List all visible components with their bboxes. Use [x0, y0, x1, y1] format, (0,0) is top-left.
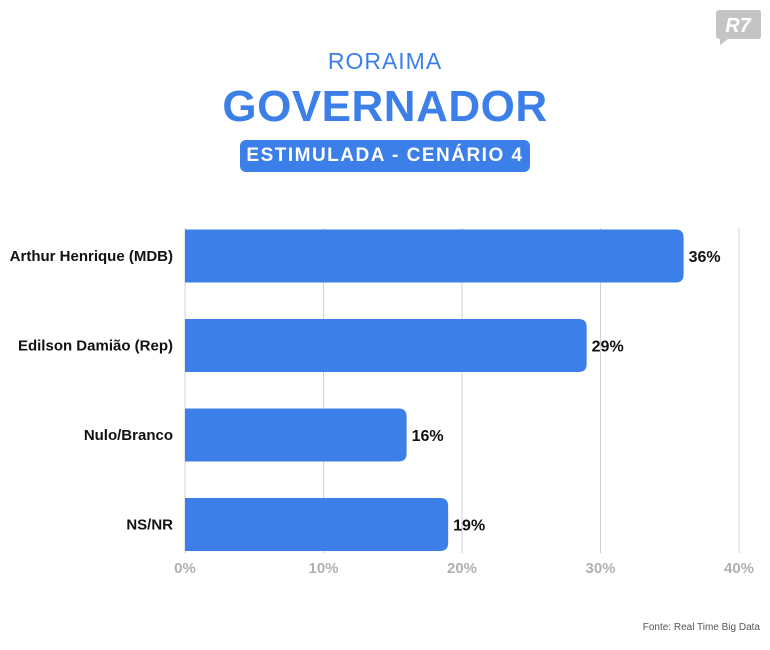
x-tick-label-0: 0% [174, 560, 196, 577]
source-note: Fonte: Real Time Big Data [642, 622, 760, 633]
x-tick-label-1: 10% [308, 560, 338, 577]
logo-text: R7 [725, 15, 751, 37]
category-label-0: Arthur Henrique (MDB) [10, 248, 173, 265]
x-tick-label-2: 20% [447, 560, 477, 577]
x-tick-label-3: 30% [585, 560, 615, 577]
bar-2 [185, 408, 407, 462]
scenario-badge: ESTIMULADA - CENÁRIO 4 [240, 140, 530, 172]
value-label-3: 19% [453, 518, 485, 535]
bar-chart: 0% 10% 20% 30% 40% Arthur Henrique (MDB) 36% Ed… [10, 228, 754, 577]
chart-title: GOVERNADOR [222, 82, 548, 131]
bar-3 [185, 498, 449, 551]
value-label-0: 36% [689, 249, 721, 266]
bar-1 [185, 319, 587, 372]
bar-0 [185, 229, 684, 283]
value-label-1: 29% [592, 339, 624, 356]
category-label-3: NS/NR [126, 517, 173, 534]
r7-logo-icon: R7 [716, 10, 761, 45]
category-label-1: Edilson Damião (Rep) [18, 338, 173, 355]
x-tick-label-4: 40% [724, 560, 754, 577]
value-label-2: 16% [412, 428, 444, 445]
region-label: RORAIMA [327, 48, 443, 74]
category-label-2: Nulo/Branco [84, 427, 173, 444]
